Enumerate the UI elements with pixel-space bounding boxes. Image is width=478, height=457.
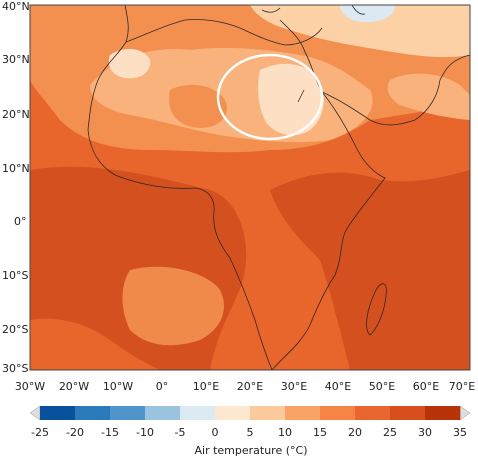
coastline-arabia	[321, 54, 470, 126]
lat-label: 10°S	[2, 269, 28, 282]
lon-label: 60°E	[413, 380, 439, 393]
colorbar-swatch	[390, 406, 426, 420]
colorbar-tick-label: -25	[31, 426, 49, 439]
colorbar-tick-label: 35	[453, 426, 467, 439]
lon-labels: 30°W 20°W 10°W 0° 10°E 20°E 30°E 40°E 50…	[15, 380, 475, 393]
colorbar-tick-label: 30	[418, 426, 432, 439]
lon-label: 0°	[156, 380, 169, 393]
lon-label: 50°E	[369, 380, 395, 393]
colorbar-swatch	[40, 406, 76, 420]
colorbar-swatch	[75, 406, 111, 420]
colorbar-swatch	[285, 406, 321, 420]
field-mid-south	[122, 266, 224, 346]
lat-label: 40°N	[2, 0, 30, 13]
temperature-field	[30, 5, 470, 370]
coastline-madagascar	[366, 283, 387, 336]
colorbar-title: Air temperature (°C)	[194, 444, 307, 457]
lon-label: 30°W	[15, 380, 45, 393]
field-mid-interior	[169, 84, 228, 128]
coastline-africa-east	[271, 19, 386, 370]
lat-labels: 40°N 30°N 20°N 10°N 0° 10°S 20°S 30°S	[2, 0, 30, 375]
field-palest-west	[108, 48, 151, 79]
lon-label: 10°W	[103, 380, 133, 393]
lon-label: 30°E	[281, 380, 307, 393]
lon-label: 20°E	[237, 380, 263, 393]
colorbar-tick-label: 5	[247, 426, 254, 439]
lat-label: 20°S	[2, 323, 28, 336]
colorbar: -25 -20 -15 -10 -5 0 5 10 15 20 25 30 35	[29, 405, 471, 439]
colorbar-tick-label: 15	[313, 426, 327, 439]
field-palest-east-sahara	[258, 63, 324, 136]
coastline-lake-nasser	[297, 89, 305, 103]
coastline-mediterranean	[125, 19, 323, 46]
field-cool-patch	[340, 5, 395, 22]
field-light-arabia	[387, 73, 470, 120]
colorbar-swatch	[320, 406, 356, 420]
coastline-caspian	[351, 5, 366, 15]
lat-label: 30°S	[2, 362, 28, 375]
colorbar-swatches	[40, 406, 461, 420]
colorbar-tick-label: 0	[212, 426, 219, 439]
lat-label: 30°N	[2, 53, 30, 66]
lon-label: 70°E	[449, 380, 475, 393]
colorbar-tick-label: 25	[383, 426, 397, 439]
colorbar-swatch	[355, 406, 391, 420]
lat-label: 10°N	[2, 162, 30, 175]
coastline-africa-west	[87, 5, 273, 370]
colorbar-ticks: -25 -20 -15 -10 -5 0 5 10 15 20 25 30 35	[31, 426, 467, 439]
lat-label: 0°	[14, 215, 27, 228]
colorbar-tick-label: -15	[101, 426, 119, 439]
field-warm-east	[270, 170, 470, 370]
colorbar-swatch	[425, 406, 461, 420]
colorbar-swatch	[215, 406, 251, 420]
colorbar-swatch	[145, 406, 181, 420]
field-south-edge	[30, 318, 160, 370]
colorbar-tick-label: -10	[136, 426, 154, 439]
colorbar-left-arrow	[29, 405, 41, 421]
colorbar-swatch	[250, 406, 286, 420]
coastlines	[87, 5, 470, 370]
colorbar-swatch	[180, 406, 216, 420]
coastline-aegean	[261, 7, 281, 13]
map-frame	[29, 4, 471, 371]
lat-label: 20°N	[2, 108, 30, 121]
colorbar-tick-label: 10	[278, 426, 292, 439]
lon-label: 40°E	[325, 380, 351, 393]
colorbar-tick-label: -20	[66, 426, 84, 439]
colorbar-tick-label: -5	[175, 426, 186, 439]
highlight-ellipse	[216, 53, 324, 141]
lon-label: 10°E	[193, 380, 219, 393]
colorbar-tick-label: 20	[348, 426, 362, 439]
lon-label: 20°W	[59, 380, 89, 393]
colorbar-swatch	[110, 406, 146, 420]
field-lighter-north	[250, 5, 470, 58]
colorbar-right-arrow	[459, 405, 471, 421]
